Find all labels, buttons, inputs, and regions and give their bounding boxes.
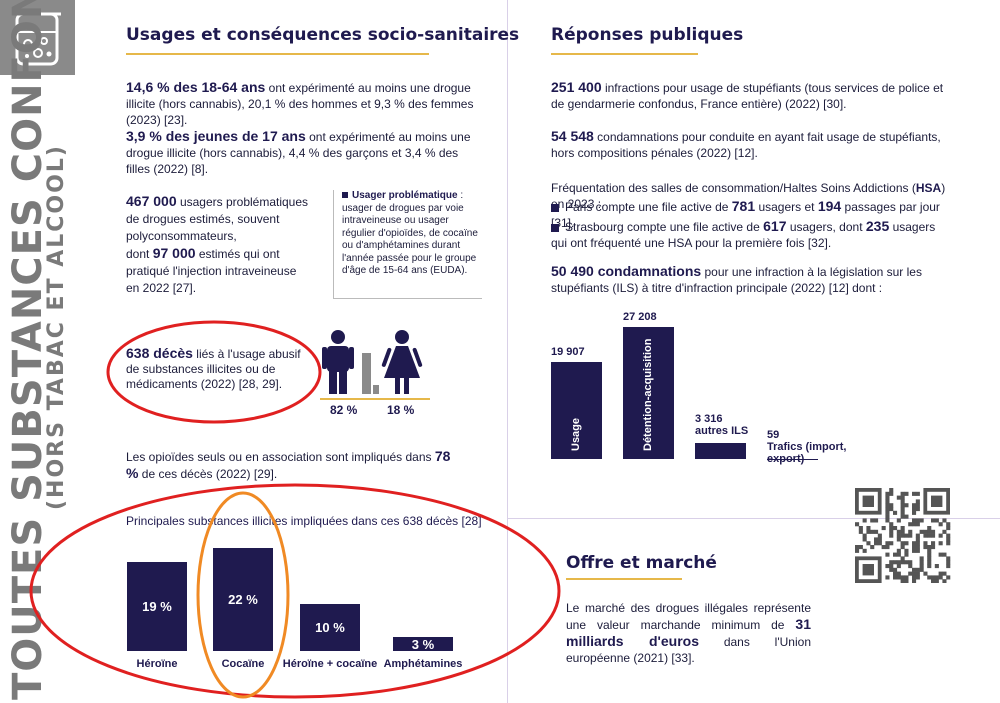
stat-97000: 97 000 [152,245,196,261]
reponses-paragraph-1: 251 400 infractions pour usage de stupéf… [551,79,946,112]
hsa-intro-pre: Fréquentation des salles de consommation… [551,181,916,195]
stat-78-pct: 78 % [126,448,451,481]
stat-251400: 251 400 [551,79,602,95]
paris-pre: Paris compte une file active de [565,200,732,214]
column-divider [507,0,508,703]
offre-title: Offre et marché [566,553,717,573]
offre-paragraph: Le marché des drogues illégales représen… [566,600,811,666]
usages-paragraph-3: 467 000 usagers problématiques de drogue… [126,193,311,297]
cocaine-highlight-circle [196,491,290,699]
opioids-paragraph: Les opioïdes seuls ou en association son… [126,448,466,482]
reponses-title: Réponses publiques [551,25,744,45]
stat-17-ans: 3,9 % des jeunes de 17 ans [126,128,306,144]
p3-text1: usagers problématiques de drogues estimé… [126,195,309,243]
square-bullet-icon [551,223,559,232]
paris-mid: usagers et [755,200,818,214]
deaths-highlight-circle [106,320,322,424]
man-icon [322,330,354,394]
offre-text-post: dans l'Union européenne (2021) [33]. [566,635,811,665]
hsa-intro: Fréquentation des salles de consommation… [551,180,946,212]
gender-pictogram [322,330,423,394]
chart-highlight-circle [29,483,561,699]
square-bullet-icon [551,203,559,212]
stras-pre: Strasbourg compte une file active de [565,220,764,234]
woman-icon [381,330,423,394]
definition-title: Usager problématique [352,190,458,201]
offre-text-pre: Le marché des drogues illégales représen… [566,601,811,632]
hsa-intro-post: ) en 2023 : [551,181,946,211]
stat-467000: 467 000 [126,193,177,209]
women-percentage: 18 % [387,403,415,417]
section-divider [507,518,1000,519]
qr-code[interactable] [855,488,953,583]
definition-text: : usager de drogues par voie intraveineu… [342,190,478,276]
deaths-text: liés à l'usage abusif de substances illi… [126,347,301,391]
stat-18-64: 14,6 % des 18-64 ans [126,79,266,95]
r1-text: infractions pour usage de stupéfiants (t… [551,81,944,111]
reponses-paragraph-2: 54 548 condamnations pour conduite en ay… [551,128,946,161]
stat-781: 781 [731,198,756,214]
opioids-text-post: de ces décès (2022) [29]. [138,467,278,481]
flask-icon [0,0,75,75]
reponses-title-underline [551,53,698,55]
condamnations-paragraph: 50 490 condamnations pour une infraction… [551,263,946,296]
hsa-acronym: HSA [915,181,942,195]
opioids-text-pre: Les opioïdes seuls ou en association son… [126,450,435,464]
stat-54548: 54 548 [551,128,594,144]
stat-617: 617 [763,218,787,234]
usages-title: Usages et conséquences socio-sanitaires [126,25,520,45]
stat-235: 235 [865,218,890,234]
hsa-strasbourg-item: Strasbourg compte une file active de 617… [551,218,946,251]
p1-text: ont expérimenté au moins une drogue illi… [126,81,474,127]
r2-text: condamnations pour conduite en ayant fai… [551,130,941,160]
p2-text: ont expérimenté au moins une drogue illi… [126,130,471,176]
stat-31-milliards: 31 milliards d'euros [566,616,811,649]
square-bullet-icon [342,192,348,199]
men-share-bar [362,353,371,394]
stras-post: usagers qui ont fréquenté une HSA pour l… [551,220,936,250]
usages-title-underline [126,53,429,55]
hsa-paris-item: Paris compte une file active de 781 usag… [551,198,946,231]
gender-underline [320,398,430,400]
offre-title-underline [566,578,682,580]
men-percentage: 82 % [330,403,358,417]
deaths-paragraph: 638 décès liés à l'usage abusif de subst… [126,346,314,392]
stat-638-deces: 638 décès [126,345,193,361]
stat-50490: 50 490 condamnations [551,263,702,279]
definition-box: Usager problématique : usager de drogues… [333,190,482,299]
usages-paragraph-2: 3,9 % des jeunes de 17 ans ont expérimen… [126,128,476,177]
p3-text3: estimés qui ont pratiqué l'injection int… [126,247,297,295]
usages-paragraph-1: 14,6 % des 18-64 ans ont expérimenté au … [126,79,476,128]
cond-text: pour une infraction à la législation sur… [551,265,922,295]
p3-text2: dont [126,247,153,261]
stras-mid: usagers, dont [786,220,866,234]
women-share-bar [373,385,379,394]
stat-194: 194 [817,198,842,214]
